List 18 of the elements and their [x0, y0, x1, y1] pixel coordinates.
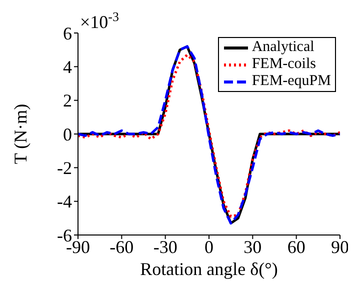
x-tick-label: 90: [331, 236, 349, 257]
y-tick-label: 0: [63, 124, 72, 144]
text: ×10$^{-3}$: [80, 8, 119, 32]
y-tick-label: -4: [57, 192, 72, 212]
x-tick-label: -60: [110, 236, 134, 257]
y-tick-label: 4: [63, 57, 72, 78]
y-tick-label: 2: [63, 90, 72, 111]
x-axis-title: Rotation angle δ(°): [139, 259, 279, 280]
x-tick-label: -30: [153, 236, 178, 257]
y-tick-label: 6: [63, 23, 72, 44]
x-tick-label: 30: [244, 236, 262, 257]
y-tick-label: -2: [57, 158, 72, 178]
legend-label: FEM-equPM: [252, 73, 331, 90]
x-tick-label: 0: [204, 236, 214, 257]
legend-label: FEM-coils: [252, 56, 316, 73]
x-tick-label: 60: [287, 236, 306, 257]
legend-label: Analytical: [252, 39, 314, 56]
y-axis-title: T (N·m): [10, 104, 32, 164]
